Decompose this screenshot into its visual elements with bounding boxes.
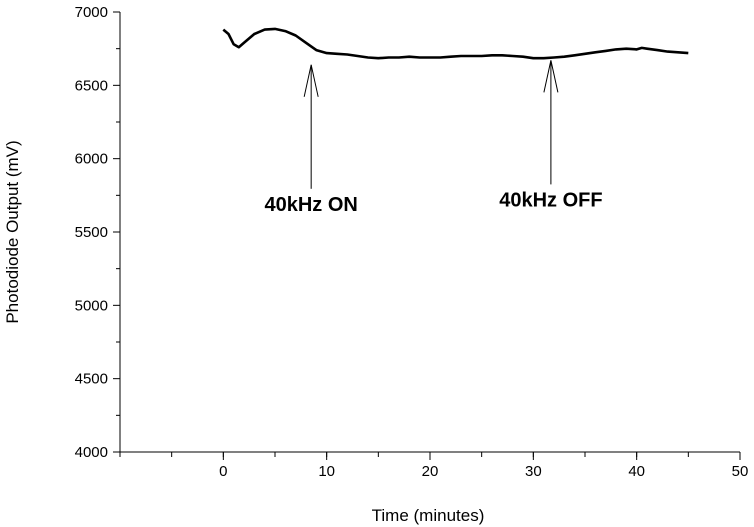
- x-tick-label: 40: [628, 463, 645, 480]
- y-tick-label: 6000: [75, 151, 108, 168]
- annotations: 40kHz ON 40kHz OFF: [264, 60, 603, 216]
- annotation-label: 40kHz OFF: [499, 189, 602, 211]
- annotation-arrowhead: [543, 60, 559, 93]
- x-tick-label: 0: [219, 463, 227, 480]
- x-ticks: 0 10 20 30 40 50: [119, 452, 749, 480]
- x-tick-label: 20: [422, 463, 439, 480]
- y-tick-label: 5500: [75, 224, 108, 241]
- y-tick-label: 5000: [75, 297, 108, 314]
- y-axis-label: Photodiode Output (mV): [3, 140, 22, 323]
- y-tick-label: 4500: [75, 371, 108, 388]
- plot-area: [119, 12, 740, 453]
- annotation-arrowhead: [303, 64, 319, 97]
- series-line: [222, 27, 689, 60]
- x-tick-label: 50: [732, 463, 749, 480]
- y-tick-label: 7000: [75, 4, 108, 21]
- x-tick-label: 10: [318, 463, 335, 480]
- y-tick-label: 6500: [75, 77, 108, 94]
- y-ticks: 4000 4500 5000 5500 6000 6500 7000: [75, 4, 120, 461]
- annotation-label: 40kHz ON: [264, 194, 357, 216]
- y-tick-label: 4000: [75, 444, 108, 461]
- x-axis-label: Time (minutes): [372, 506, 485, 525]
- x-tick-label: 30: [525, 463, 542, 480]
